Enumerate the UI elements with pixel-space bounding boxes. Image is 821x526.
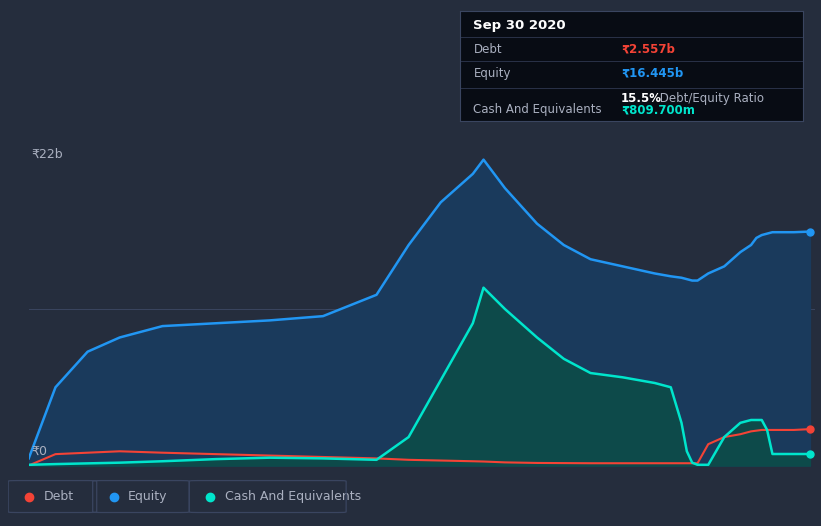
Text: ₹16.445b: ₹16.445b [621, 67, 683, 80]
Text: ₹22b: ₹22b [31, 147, 63, 160]
Text: ₹809.700m: ₹809.700m [621, 104, 695, 116]
Text: Cash And Equivalents: Cash And Equivalents [225, 490, 360, 503]
Text: Equity: Equity [474, 67, 511, 80]
Text: Equity: Equity [128, 490, 167, 503]
Text: Sep 30 2020: Sep 30 2020 [474, 19, 566, 33]
Text: 15.5%: 15.5% [621, 93, 662, 105]
Text: Debt/Equity Ratio: Debt/Equity Ratio [656, 93, 764, 105]
Text: ₹0: ₹0 [31, 444, 47, 458]
Text: Debt: Debt [44, 490, 74, 503]
Text: Cash And Equivalents: Cash And Equivalents [474, 104, 602, 116]
Text: Debt: Debt [474, 43, 502, 56]
Text: ₹2.557b: ₹2.557b [621, 43, 675, 56]
